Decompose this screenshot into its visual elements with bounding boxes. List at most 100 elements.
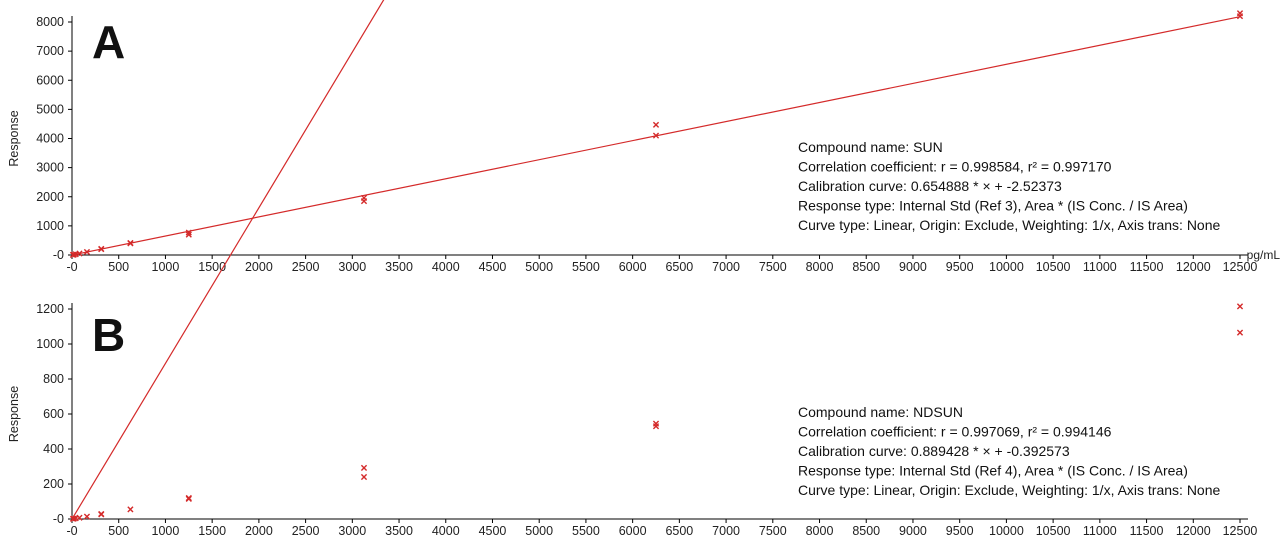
x-tick-label: 5000 — [525, 260, 553, 274]
y-axis-title: Response — [7, 110, 21, 166]
x-tick-label: 500 — [108, 260, 129, 274]
x-tick-label: 11000 — [1083, 260, 1117, 274]
info-calibration: Calibration curve: 0.654888 * × + -2.523… — [798, 178, 1062, 194]
data-point — [360, 464, 368, 471]
x-tick-label: 2500 — [292, 260, 320, 274]
y-tick-label: 400 — [43, 442, 64, 456]
data-point-stroke — [360, 194, 368, 202]
data-point-stroke — [127, 506, 134, 513]
info-compound: Compound name: SUN — [798, 139, 943, 155]
x-tick-label: 5500 — [572, 524, 600, 538]
y-tick-label: 1000 — [36, 219, 64, 233]
data-point-stroke — [72, 251, 79, 258]
y-tick-label: 4000 — [36, 132, 64, 146]
data-point — [98, 245, 105, 252]
data-point — [70, 515, 77, 522]
x-axis-unit: pg/mL — [1247, 248, 1281, 262]
y-tick-label: 2000 — [36, 190, 64, 204]
x-tick-label: 4000 — [432, 524, 460, 538]
data-point-stroke — [127, 239, 134, 247]
x-tick-label: 500 — [108, 524, 129, 538]
y-tick-label: 1000 — [36, 337, 64, 351]
data-point-stroke — [1236, 329, 1244, 336]
x-tick-label: 1000 — [152, 260, 180, 274]
data-point — [360, 473, 368, 481]
data-point-stroke — [360, 464, 368, 471]
x-tick-label: 6000 — [619, 260, 647, 274]
data-point — [185, 494, 192, 502]
x-tick-label: 4500 — [479, 260, 507, 274]
x-tick-label: 12500 — [1223, 524, 1258, 538]
x-tick-label: 1000 — [152, 524, 180, 538]
data-point — [360, 194, 368, 202]
info-curve: Curve type: Linear, Origin: Exclude, Wei… — [798, 482, 1220, 498]
x-tick-label: 4000 — [432, 260, 460, 274]
y-tick-label: 1200 — [36, 302, 64, 316]
data-point — [127, 506, 134, 513]
x-tick-label: 6500 — [665, 260, 693, 274]
x-tick-label: 12500 — [1223, 260, 1258, 274]
info-compound: Compound name: NDSUN — [798, 404, 963, 420]
data-point-stroke — [70, 515, 77, 522]
x-tick-label: 8000 — [806, 260, 834, 274]
data-point — [1236, 303, 1244, 310]
data-point-stroke — [185, 231, 192, 238]
panel-b: -0 500 1000 1500 2000 2500 3000 3500 4000 4500 500… — [7, 0, 1257, 538]
data-point — [83, 513, 91, 520]
x-tick-label: 12000 — [1176, 260, 1211, 274]
x-tick-label: 10000 — [989, 524, 1024, 538]
x-tick-label: 3000 — [338, 260, 366, 274]
y-tick-label: 8000 — [36, 15, 64, 29]
y-axis-title: Response — [7, 386, 21, 442]
data-point-stroke — [76, 514, 83, 521]
panel-label: A — [92, 16, 125, 68]
data-point-stroke — [185, 494, 192, 502]
x-tick-label: 9500 — [946, 524, 974, 538]
panel-label: B — [92, 309, 125, 361]
x-tick-label: 8000 — [806, 524, 834, 538]
data-point-stroke — [76, 250, 83, 257]
data-point-stroke — [83, 513, 91, 520]
info-response: Response type: Internal Std (Ref 4), Are… — [798, 463, 1188, 479]
data-point — [70, 251, 77, 258]
x-tick-label: 7500 — [759, 260, 787, 274]
x-tick-label: 3500 — [385, 524, 413, 538]
y-tick-label: 600 — [43, 407, 64, 421]
x-tick-label: 10500 — [1036, 260, 1071, 274]
data-point-stroke — [98, 245, 105, 252]
data-point-stroke — [70, 251, 77, 258]
data-point-stroke — [83, 248, 91, 256]
data-point — [1236, 10, 1244, 17]
data-point-stroke — [185, 229, 192, 236]
info-curve: Curve type: Linear, Origin: Exclude, Wei… — [798, 217, 1220, 233]
x-tick-label: 8500 — [852, 524, 880, 538]
y-tick-label: -0 — [53, 512, 64, 526]
y-tick-label: 3000 — [36, 161, 64, 175]
y-tick-label: 800 — [43, 372, 64, 386]
x-tick-label: 6000 — [619, 524, 647, 538]
y-tick-label: 200 — [43, 477, 64, 491]
y-tick-label: 6000 — [36, 73, 64, 87]
x-tick-label: 11500 — [1130, 260, 1164, 274]
data-point-stroke — [1236, 10, 1244, 17]
data-point — [127, 239, 134, 247]
info-correlation: Correlation coefficient: r = 0.997069, r… — [798, 424, 1112, 440]
data-point — [76, 514, 83, 521]
data-point — [83, 248, 91, 256]
y-tick-label: -0 — [53, 248, 64, 262]
data-point-stroke — [98, 510, 105, 518]
x-tick-label: 7000 — [712, 260, 740, 274]
data-point-stroke — [360, 473, 368, 481]
x-tick-label: 10000 — [989, 260, 1024, 274]
panel-a: -0 500 1000 1500 2000 2500 3000 3500 4000 4500 500… — [7, 10, 1281, 274]
x-tick-label: 3000 — [338, 524, 366, 538]
x-tick-label: 5000 — [525, 524, 553, 538]
data-point — [185, 231, 192, 238]
x-tick-label: 8500 — [852, 260, 880, 274]
x-tick-label: 5500 — [572, 260, 600, 274]
x-tick-label: -0 — [66, 260, 77, 274]
x-tick-label: 2500 — [292, 524, 320, 538]
data-point — [98, 510, 105, 518]
x-tick-label: 9500 — [946, 260, 974, 274]
x-tick-label: 7500 — [759, 524, 787, 538]
